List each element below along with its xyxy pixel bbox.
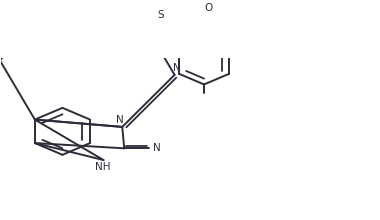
Text: S: S [158,10,164,20]
Text: N: N [173,63,180,73]
Text: O: O [204,3,212,13]
Text: NH: NH [95,161,111,172]
Text: N: N [154,143,161,153]
Text: N: N [116,116,124,125]
